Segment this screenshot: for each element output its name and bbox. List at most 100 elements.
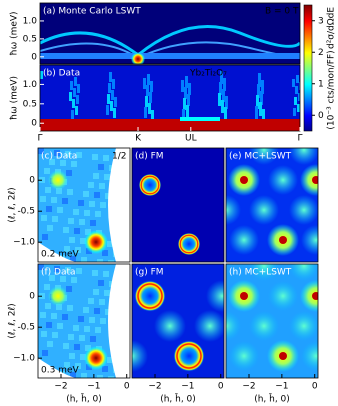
map-bg xyxy=(102,250,108,256)
y-tick-label: 1.0 xyxy=(23,16,38,26)
map-bg xyxy=(64,362,70,368)
note: 0.2 meV xyxy=(41,250,79,260)
map-spot xyxy=(229,225,259,255)
map-bg xyxy=(85,229,91,235)
map-bg xyxy=(54,266,60,272)
map-bg xyxy=(54,150,60,156)
frame xyxy=(39,2,301,65)
map-bg xyxy=(104,174,110,180)
map-bg xyxy=(45,187,51,193)
map-bg xyxy=(41,215,47,221)
map-bg xyxy=(40,196,46,202)
map-bg xyxy=(222,89,225,102)
x-tick-label: Γ xyxy=(37,134,42,144)
map-bg xyxy=(57,323,63,329)
map-bg xyxy=(77,84,80,93)
map-bg xyxy=(298,93,300,101)
map-bg xyxy=(69,237,75,243)
frame xyxy=(37,263,131,379)
map-band xyxy=(108,264,130,378)
map-bg xyxy=(89,317,95,323)
map-bg xyxy=(183,98,186,110)
map-bg xyxy=(108,376,114,378)
x-tick-label: 0 xyxy=(124,382,130,392)
map-bg xyxy=(224,107,227,120)
map-spot xyxy=(84,346,108,370)
map-spot xyxy=(194,310,224,342)
map-bg xyxy=(99,183,105,189)
map-bg xyxy=(262,109,265,123)
heatmap xyxy=(226,264,318,378)
panel-title: (h) MC+LSWT xyxy=(229,268,292,278)
map-bg xyxy=(47,225,53,231)
map-bg xyxy=(44,284,50,290)
x-tick-label: −1 xyxy=(181,382,194,392)
map-spot xyxy=(289,264,318,281)
map-bg xyxy=(42,234,48,240)
x-axis-label: (h, h̄, 0) xyxy=(254,393,290,405)
map-bg xyxy=(69,92,72,101)
map-spot xyxy=(289,311,318,341)
map-bg xyxy=(76,268,82,274)
map-bg xyxy=(299,82,300,90)
map-bg xyxy=(72,99,75,108)
map-bg xyxy=(73,209,79,215)
map-bg xyxy=(75,106,78,115)
map-bg xyxy=(45,303,51,309)
map-bg xyxy=(78,200,84,206)
map-bg xyxy=(80,238,86,244)
map-spot xyxy=(312,292,318,300)
map-bg xyxy=(75,247,81,253)
frame xyxy=(131,263,225,379)
map-bg xyxy=(73,88,76,97)
map-bg xyxy=(259,102,262,116)
map-bg xyxy=(187,94,190,106)
map-bg xyxy=(256,95,259,109)
map-spot xyxy=(206,280,224,312)
map-spot xyxy=(301,225,318,255)
map-bg xyxy=(42,350,48,356)
map-spot xyxy=(249,148,279,165)
map-bg xyxy=(68,218,74,224)
frame xyxy=(225,147,319,263)
map-bg xyxy=(85,345,91,351)
panel-title: (e) MC+LSWT xyxy=(229,152,292,162)
map-bg xyxy=(107,94,110,104)
x-tick-label: −2 xyxy=(242,382,255,392)
y-axis-label: ħω (meV) xyxy=(10,11,20,55)
map-band xyxy=(38,242,78,262)
map-bg xyxy=(94,308,100,314)
map-bg xyxy=(295,86,298,94)
map-bg xyxy=(103,271,109,277)
map-spot xyxy=(135,281,165,311)
map-bg xyxy=(71,161,77,167)
map-spot xyxy=(268,281,298,311)
map-bg xyxy=(83,191,89,197)
map-bg xyxy=(182,109,185,121)
map-bg xyxy=(146,85,149,96)
map-bg xyxy=(67,189,73,195)
map-bg xyxy=(40,312,46,318)
map-bg xyxy=(110,101,113,111)
colorbar-tick-label: 3 xyxy=(318,16,324,26)
map-bg xyxy=(73,325,79,331)
map-spot xyxy=(249,264,279,281)
y-tick-label: -0.5 xyxy=(17,323,35,333)
map-bg xyxy=(149,92,152,103)
map-bg xyxy=(71,110,74,119)
map-spot xyxy=(48,286,68,306)
map-bg xyxy=(184,87,187,99)
annotation: B = 0 T xyxy=(265,7,299,17)
y-tick-label: 1.0 xyxy=(23,80,38,90)
map-bg xyxy=(151,110,154,121)
annotation: Yb₂Ti₂O₇ xyxy=(189,69,227,79)
map-bg xyxy=(185,76,188,88)
map-bg xyxy=(97,375,103,378)
map-bg xyxy=(92,154,98,160)
panel: (f) Data 0.3 meV 0 -0.5 −1.0 −2 −1 0 (ℓ, ℓ, 2ℓ) (… xyxy=(8,263,131,405)
map-bg xyxy=(221,100,224,113)
map-spot xyxy=(229,341,259,371)
map-bg xyxy=(81,373,87,378)
map-bg xyxy=(255,106,258,120)
